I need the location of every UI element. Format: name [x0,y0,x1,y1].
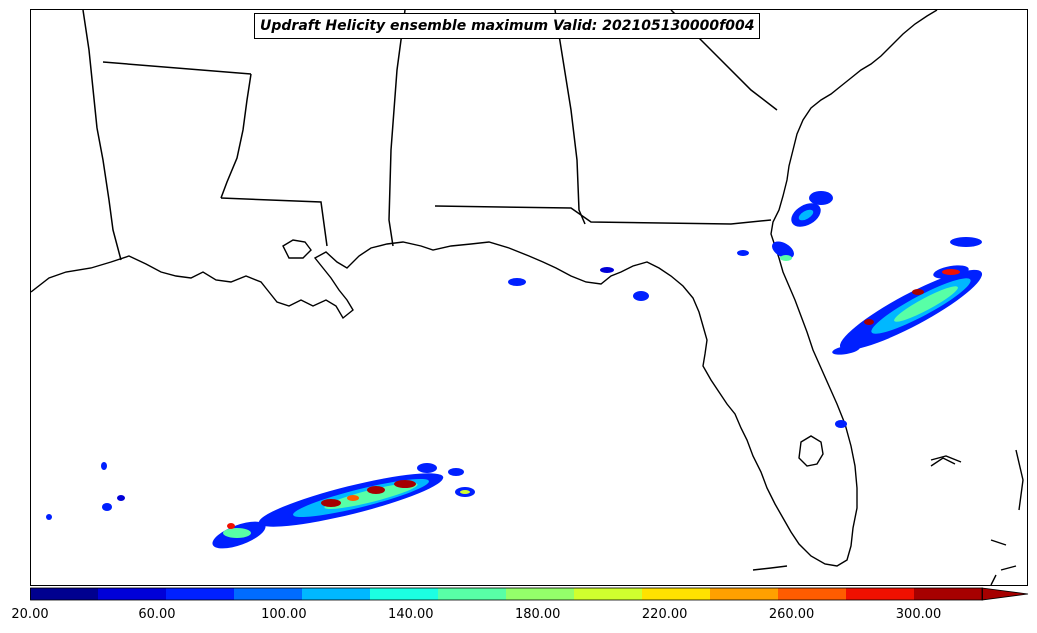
coastline [31,10,1024,585]
swath-cell [809,191,833,205]
swath-cell [117,495,125,501]
colorbar-segment [642,588,711,600]
colorbar-segment [370,588,439,600]
swath-cell [508,278,526,286]
swath-gulf-southwest [46,462,475,549]
state-borders [82,10,778,261]
colorbar-segment [302,588,371,600]
lake-okeechobee [798,435,824,467]
swath-cell [46,514,52,520]
swath-cell [448,468,464,476]
florida-keys [752,455,1017,571]
swath-cell [737,250,749,256]
swath-cell [417,463,437,473]
swath-cell [894,286,958,322]
swath-cell [460,490,470,494]
swath-cell [324,483,418,509]
swath-cell [942,269,960,275]
colorbar [30,587,1029,601]
swath-cell [864,319,874,325]
colorbar-tick-label: 20.00 [11,607,49,622]
map-title: Updraft Helicity ensemble maximum Valid:… [254,13,761,39]
border-al-ga [554,10,586,225]
swath-cell [347,495,359,501]
colorbar-segment [710,588,779,600]
lake-pontchartrain [282,239,312,259]
colorbar-tick-label: 100.00 [261,607,307,622]
border-tx-north [82,10,98,129]
swath-cell [223,528,251,538]
swath-cell [912,289,924,295]
colorbar-segment [846,588,915,600]
border-la-ms-south [220,197,328,247]
colorbar-segment [438,588,507,600]
colorbar-tick-label: 260.00 [768,607,815,622]
swath-cell [367,486,385,494]
swath-cell [394,480,416,488]
colorbar-segment [914,588,983,600]
colorbar-extend-arrow [981,587,1029,601]
border-la-ar [102,61,252,75]
swath-cell [102,503,112,511]
swath-florida-coast [508,191,847,428]
border-ms-river [220,73,252,199]
colorbar-segment [234,588,303,600]
gulf-coastline [31,10,938,567]
helicity-swaths [46,191,983,549]
colorbar-segment [574,588,643,600]
swath-cell [950,237,982,247]
colorbar-segment [778,588,847,600]
swath-cell [321,499,341,507]
map-panel [30,9,1028,586]
map-canvas [31,10,1024,585]
colorbar-tick-label: 60.00 [138,607,176,622]
border-fl-north [434,205,772,225]
swath-cell [772,241,794,259]
swath-cell [835,420,847,428]
colorbar-tick-label: 140.00 [388,607,434,622]
swath-atlantic-east [832,237,983,355]
colorbar-segment [98,588,167,600]
colorbar-segment [30,588,99,600]
swath-cell [101,462,107,470]
swath-cell [227,523,235,529]
colorbar-outline [30,587,983,601]
border-tx-la [96,127,122,261]
swath-cell [780,255,792,261]
border-ms-al [388,10,406,247]
colorbar-tick-label: 180.00 [514,607,561,622]
colorbar-tick-label: 300.00 [895,607,942,622]
bahamas-islands [930,449,1024,585]
swath-cell [633,291,649,301]
colorbar-segment [506,588,575,600]
colorbar-segment [166,588,235,600]
swath-cell [600,267,614,273]
swath-cell [798,209,814,221]
colorbar-tick-label: 220.00 [641,607,688,622]
swath-cell [832,345,860,355]
